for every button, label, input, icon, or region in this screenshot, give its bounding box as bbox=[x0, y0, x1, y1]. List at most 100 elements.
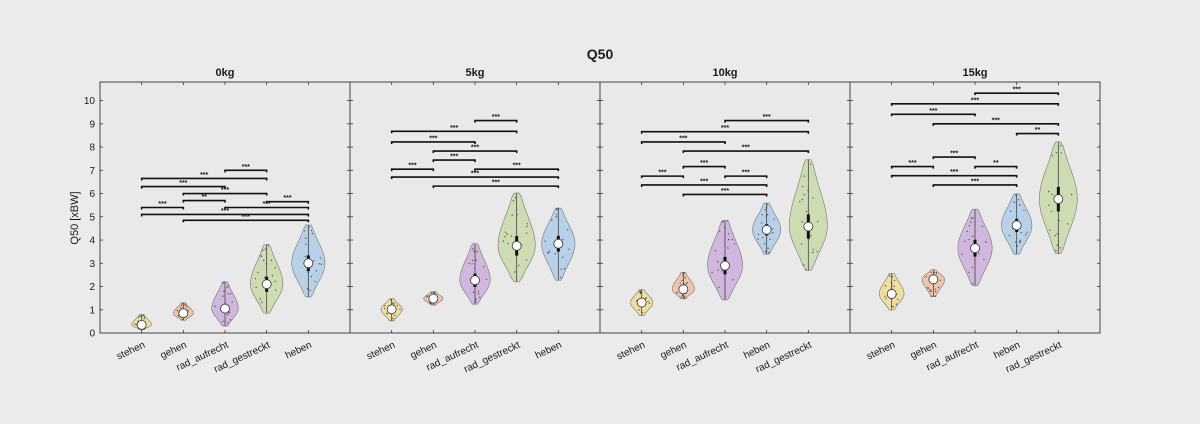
data-point bbox=[681, 294, 684, 297]
data-point bbox=[1018, 241, 1021, 243]
significance-label: *** bbox=[679, 135, 687, 142]
data-point bbox=[271, 274, 274, 277]
data-point bbox=[504, 236, 506, 238]
data-point bbox=[142, 314, 145, 317]
data-point bbox=[318, 263, 320, 265]
data-point bbox=[430, 292, 433, 294]
significance-bar bbox=[140, 177, 268, 181]
data-point bbox=[812, 248, 814, 251]
data-point bbox=[971, 282, 973, 285]
significance-label: ** bbox=[201, 194, 207, 201]
data-point bbox=[728, 233, 730, 235]
significance-bar bbox=[474, 119, 518, 123]
data-point bbox=[645, 296, 647, 299]
data-point bbox=[1015, 194, 1017, 196]
data-point bbox=[386, 313, 388, 315]
data-point bbox=[1048, 204, 1050, 206]
y-tick-label: 6 bbox=[89, 189, 95, 200]
data-point bbox=[305, 243, 307, 245]
data-point bbox=[476, 251, 478, 253]
significance-bar bbox=[682, 150, 810, 154]
data-point bbox=[800, 243, 803, 245]
data-point bbox=[556, 208, 558, 210]
data-point bbox=[138, 316, 140, 318]
y-tick-label: 0 bbox=[89, 329, 95, 340]
significance-bar bbox=[432, 150, 518, 154]
data-point bbox=[264, 248, 267, 250]
data-point bbox=[892, 305, 895, 308]
data-point bbox=[799, 200, 801, 203]
significance-bar bbox=[265, 200, 310, 204]
significance-label: *** bbox=[992, 117, 1000, 124]
significance-label: *** bbox=[471, 145, 479, 152]
data-point bbox=[562, 238, 564, 241]
data-point bbox=[764, 250, 767, 253]
data-point bbox=[1008, 234, 1011, 237]
data-point bbox=[310, 229, 313, 232]
data-point bbox=[485, 278, 488, 281]
data-point bbox=[638, 290, 641, 293]
data-point bbox=[176, 309, 179, 312]
median-marker bbox=[1011, 220, 1022, 231]
significance-label: *** bbox=[158, 201, 166, 208]
median-marker bbox=[470, 275, 480, 286]
data-point bbox=[809, 163, 812, 166]
data-point bbox=[1017, 199, 1020, 201]
data-point bbox=[893, 279, 896, 282]
data-point bbox=[511, 214, 513, 216]
significance-label: *** bbox=[221, 208, 229, 215]
significance-label: *** bbox=[700, 178, 708, 185]
data-point bbox=[429, 302, 431, 304]
significance-bar bbox=[390, 130, 518, 134]
significance-label: *** bbox=[658, 170, 666, 177]
data-point bbox=[1047, 190, 1050, 193]
significance-label: *** bbox=[763, 114, 771, 121]
data-point bbox=[1058, 219, 1060, 222]
significance-bar bbox=[890, 165, 935, 169]
data-point bbox=[968, 271, 970, 273]
data-point bbox=[801, 198, 804, 201]
data-point bbox=[769, 238, 771, 240]
data-point bbox=[1059, 247, 1062, 249]
data-point bbox=[801, 221, 803, 223]
data-point bbox=[1019, 204, 1021, 206]
significance-bar bbox=[432, 159, 476, 163]
data-point bbox=[1056, 233, 1058, 235]
data-point bbox=[685, 283, 688, 285]
median-marker bbox=[886, 289, 897, 299]
y-tick-label: 7 bbox=[89, 166, 95, 177]
data-point bbox=[717, 269, 719, 271]
data-point bbox=[392, 302, 394, 304]
data-point bbox=[274, 267, 276, 269]
significance-bar bbox=[974, 165, 1018, 169]
data-point bbox=[939, 279, 941, 282]
significance-label: *** bbox=[242, 164, 250, 171]
data-point bbox=[803, 175, 805, 177]
data-point bbox=[135, 323, 138, 326]
data-point bbox=[926, 287, 928, 289]
data-point bbox=[270, 259, 273, 262]
data-point bbox=[394, 314, 396, 317]
data-point bbox=[811, 251, 814, 253]
y-tick-label: 1 bbox=[89, 305, 95, 316]
significance-label: *** bbox=[742, 170, 750, 177]
y-tick-label: 2 bbox=[89, 282, 95, 293]
data-point bbox=[1023, 209, 1025, 212]
significance-label: *** bbox=[429, 135, 437, 142]
data-point bbox=[514, 196, 517, 199]
data-point bbox=[803, 264, 805, 266]
significance-bar bbox=[890, 113, 976, 117]
data-point bbox=[184, 303, 187, 305]
data-point bbox=[680, 296, 683, 298]
data-point bbox=[766, 213, 769, 216]
data-point bbox=[214, 305, 216, 308]
data-point bbox=[763, 243, 766, 245]
data-point bbox=[551, 219, 553, 221]
data-point bbox=[929, 290, 931, 293]
data-point bbox=[1060, 152, 1063, 154]
significance-bar bbox=[140, 213, 310, 217]
data-point bbox=[771, 232, 774, 234]
data-point bbox=[805, 210, 808, 213]
data-point bbox=[895, 303, 898, 305]
data-point bbox=[143, 318, 145, 320]
